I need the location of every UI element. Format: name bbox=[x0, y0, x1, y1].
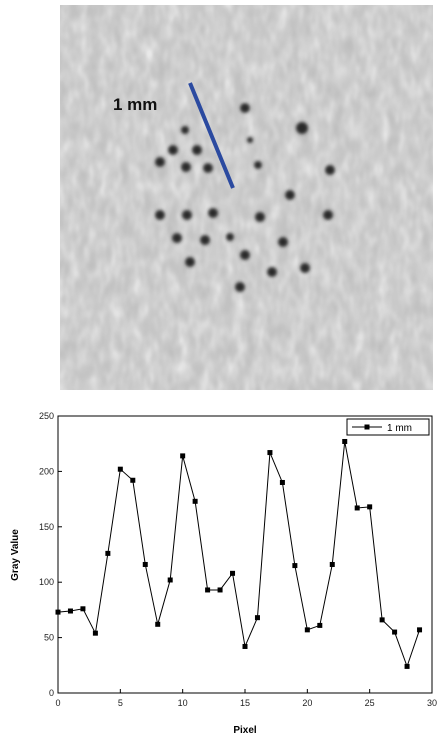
series-line bbox=[57, 441, 421, 668]
point bbox=[80, 606, 86, 612]
x-tick-label: 30 bbox=[427, 698, 437, 708]
x-tick-label: 5 bbox=[118, 698, 123, 708]
point bbox=[279, 479, 285, 485]
point bbox=[417, 627, 423, 633]
point bbox=[304, 627, 310, 633]
legend-box bbox=[346, 418, 430, 436]
y-tick-label: 100 bbox=[39, 577, 54, 587]
point bbox=[329, 561, 335, 567]
point bbox=[392, 629, 398, 635]
point bbox=[354, 505, 360, 511]
point bbox=[180, 453, 186, 459]
point bbox=[67, 608, 73, 614]
point bbox=[379, 617, 385, 623]
ct-image: 1 mm bbox=[60, 5, 433, 390]
point bbox=[167, 577, 173, 583]
x-axis-title: Pixel bbox=[233, 725, 257, 736]
x-tick-label: 15 bbox=[240, 698, 250, 708]
point bbox=[155, 621, 161, 627]
point bbox=[105, 550, 111, 556]
point bbox=[130, 477, 136, 483]
y-tick-label: 0 bbox=[49, 688, 54, 698]
y-tick-label: 150 bbox=[39, 522, 54, 532]
y-tick-label: 200 bbox=[39, 466, 54, 476]
point bbox=[242, 643, 248, 649]
point bbox=[205, 587, 211, 593]
point bbox=[254, 615, 260, 621]
y-tick-label: 50 bbox=[44, 633, 54, 643]
point bbox=[267, 450, 273, 456]
x-tick-label: 10 bbox=[178, 698, 188, 708]
profile-line bbox=[188, 82, 235, 189]
point bbox=[142, 561, 148, 567]
x-tick-label: 0 bbox=[55, 698, 60, 708]
point bbox=[292, 563, 298, 569]
point bbox=[117, 466, 123, 472]
point bbox=[342, 438, 348, 444]
image-label: 1 mm bbox=[113, 95, 157, 114]
point bbox=[55, 609, 61, 615]
point bbox=[192, 498, 198, 504]
point bbox=[367, 504, 373, 510]
point bbox=[92, 630, 98, 636]
x-tick-label: 20 bbox=[302, 698, 312, 708]
point bbox=[404, 663, 410, 669]
x-tick-label: 25 bbox=[365, 698, 375, 708]
legend-label: 1 mm bbox=[387, 423, 412, 434]
y-axis-title: Gray Value bbox=[10, 529, 21, 581]
point bbox=[217, 587, 223, 593]
point bbox=[317, 622, 323, 628]
y-tick-label: 250 bbox=[39, 411, 54, 421]
plot-frame bbox=[57, 415, 433, 694]
point bbox=[230, 570, 236, 576]
legend-marker bbox=[364, 424, 370, 430]
